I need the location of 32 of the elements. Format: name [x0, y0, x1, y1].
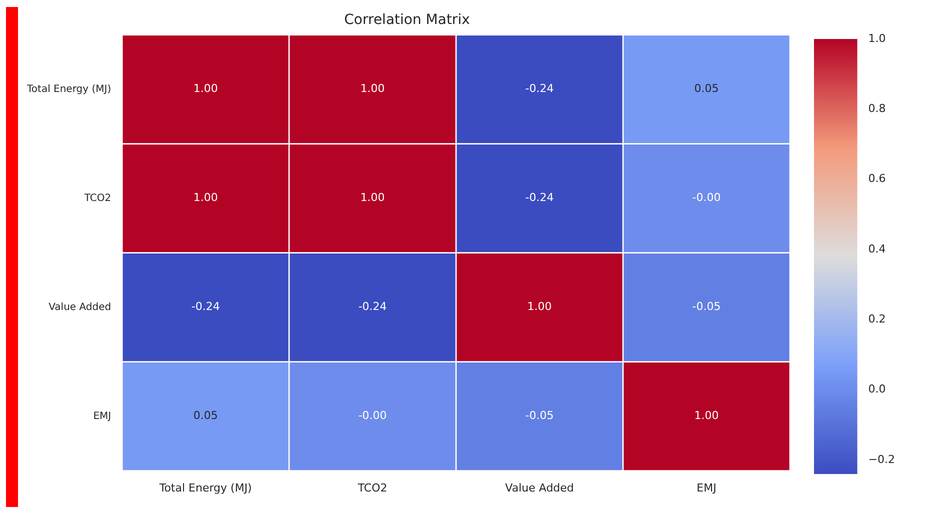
data-label: 0.05 [694, 82, 719, 96]
data-label: -0.00 [358, 409, 387, 422]
x-tick-label: Value Added [505, 481, 574, 494]
color-bar-label: 0.4 [868, 242, 886, 256]
color-bar-label: 0.8 [868, 102, 886, 116]
data-label: -0.24 [525, 191, 554, 204]
data-label: 1.00 [360, 82, 385, 96]
y-tick-label: Value Added [48, 302, 112, 313]
y-tick-label: EMJ [93, 410, 112, 422]
data-label: -0.00 [692, 191, 721, 204]
data-label: 1.00 [193, 191, 218, 204]
x-tick-label: TCO2 [356, 481, 388, 494]
data-label: -0.05 [525, 409, 554, 422]
chart-title: Correlation Matrix [344, 12, 470, 28]
data-label: 1.00 [193, 82, 218, 96]
x-tick-label: Total Energy (MJ) [158, 481, 252, 494]
color-bar-label: 0.6 [868, 172, 886, 186]
data-label: 1.00 [360, 191, 385, 204]
color-bar-label: 0.2 [868, 312, 886, 326]
data-label: 1.00 [527, 300, 552, 314]
data-label: -0.24 [358, 300, 387, 314]
data-label: -0.05 [692, 300, 721, 314]
color-bar-label: 1.0 [868, 32, 886, 45]
data-label: -0.24 [191, 300, 220, 314]
data-label: 0.05 [193, 409, 218, 422]
color-bar-label: −0.2 [868, 452, 896, 466]
x-tick-label: EMJ [696, 481, 716, 494]
color-bar-label: 0.0 [868, 382, 886, 396]
y-tick-label: TCO2 [83, 192, 112, 204]
data-label: 1.00 [694, 409, 719, 422]
data-label: -0.24 [525, 82, 554, 96]
y-tick-label: Total Energy (MJ) [26, 84, 112, 95]
